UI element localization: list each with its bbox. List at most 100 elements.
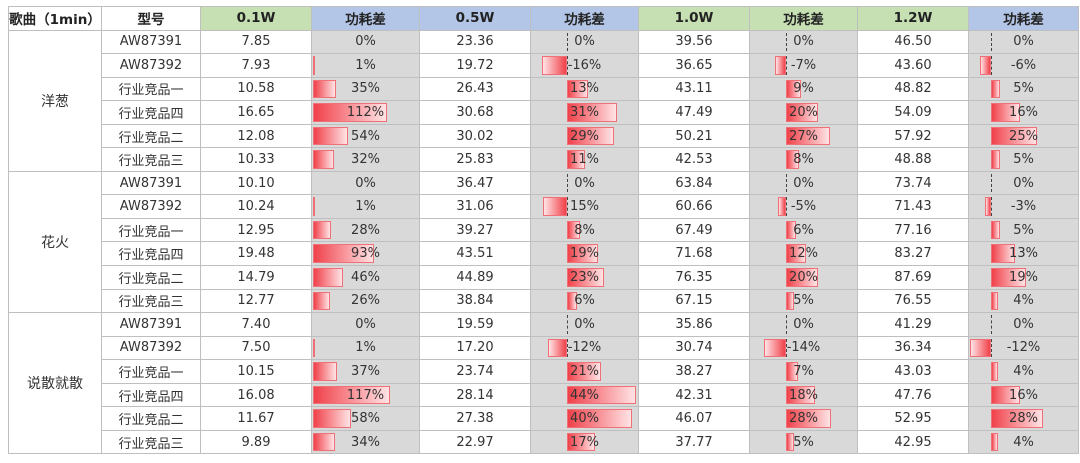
power-value: 42.31 [638, 382, 750, 408]
diff-percent: 117% [346, 387, 385, 403]
diff-percent: -3% [1010, 199, 1037, 215]
diff-percent: 4% [1013, 363, 1034, 379]
power-value: 52.95 [857, 406, 969, 431]
diff-axis-line [990, 338, 992, 358]
power-value: 41.29 [857, 312, 969, 337]
diff-bar [786, 291, 795, 311]
power-diff-cell: 19% [968, 265, 1079, 290]
diff-percent: 1% [355, 340, 376, 356]
header-diff-0.1w: 功耗差 [311, 6, 420, 31]
power-value: 17.20 [419, 335, 531, 361]
power-diff-cell: 28% [311, 217, 420, 243]
power-diff-cell: 29% [530, 123, 639, 149]
power-value: 28.14 [419, 382, 531, 408]
power-value: 12.08 [200, 123, 312, 149]
diff-percent: 31% [570, 104, 599, 120]
model-name: 行业竞品三 [101, 288, 201, 314]
power-value: 7.85 [200, 29, 312, 55]
power-value: 87.69 [857, 265, 969, 290]
diff-bar [312, 103, 387, 122]
power-value: 19.72 [419, 53, 531, 78]
diff-axis-line [990, 173, 992, 193]
diff-axis-line [786, 315, 788, 334]
power-value: 36.65 [638, 53, 750, 78]
diff-bar [312, 79, 336, 99]
diff-axis-line [786, 338, 788, 358]
diff-bar [786, 432, 795, 452]
table-row: AW87392 7.93 1% 19.72 -16% 36.65 -7% 43.60 -6% [9, 53, 1079, 78]
power-diff-cell: 32% [311, 147, 420, 172]
diff-bar [312, 197, 315, 216]
power-value: 27.38 [419, 406, 531, 431]
diff-percent: 0% [355, 34, 376, 50]
diff-bar [312, 220, 332, 240]
power-value: 10.33 [200, 147, 312, 172]
diff-percent: -12% [1006, 340, 1041, 356]
diff-percent: 7% [793, 363, 814, 379]
diff-percent: 20% [789, 269, 818, 285]
power-value: 67.15 [638, 288, 750, 314]
power-value: 54.09 [857, 100, 969, 125]
diff-bar [567, 79, 589, 99]
power-value: 10.58 [200, 76, 312, 102]
diff-bar [567, 432, 595, 452]
diff-percent: 8% [574, 222, 595, 238]
diff-bar [543, 197, 568, 216]
diff-bar [970, 338, 991, 358]
power-value: 35.86 [638, 312, 750, 337]
power-value: 14.79 [200, 265, 312, 290]
diff-percent: 18% [789, 387, 818, 403]
power-diff-cell: 34% [311, 429, 420, 455]
diff-percent: 1% [355, 57, 376, 73]
power-value: 7.93 [200, 53, 312, 78]
power-diff-cell: 0% [311, 312, 420, 337]
diff-percent: -7% [790, 57, 817, 73]
table-row: 行业竞品三 10.33 32% 25.83 11% 42.53 8% 48.88 5% [9, 147, 1079, 172]
power-diff-cell: 13% [968, 241, 1079, 267]
power-value: 7.50 [200, 335, 312, 361]
power-value: 9.89 [200, 429, 312, 455]
diff-axis-line [990, 56, 992, 75]
power-diff-cell: 13% [530, 76, 639, 102]
power-diff-cell: 21% [530, 359, 639, 384]
power-diff-cell: 54% [311, 123, 420, 149]
diff-percent: 0% [1013, 175, 1034, 191]
diff-bar [985, 197, 991, 216]
model-name: AW87391 [101, 312, 201, 337]
diff-bar [786, 103, 819, 122]
header-power-1.0w: 1.0W [638, 6, 750, 31]
model-name: 行业竞品二 [101, 123, 201, 149]
diff-percent: 0% [574, 175, 595, 191]
diff-percent: 1% [355, 199, 376, 215]
power-diff-cell: 0% [311, 170, 420, 196]
power-diff-cell: -3% [968, 194, 1079, 219]
diff-bar [541, 56, 568, 75]
power-diff-cell: -12% [968, 335, 1079, 361]
diff-bar [786, 150, 800, 169]
model-name: AW87391 [101, 170, 201, 196]
diff-bar [990, 103, 1021, 122]
diff-percent: 23% [570, 269, 599, 285]
table-row: 行业竞品一 12.95 28% 39.27 8% 67.49 6% 77.16 5% [9, 217, 1079, 243]
diff-bar [312, 432, 336, 452]
power-value: 36.47 [419, 170, 531, 196]
table-row: 说散就散 AW87391 7.40 0% 19.59 0% 35.86 0% 41.29 0% [8, 312, 1079, 455]
power-diff-cell: 31% [530, 100, 639, 125]
power-diff-cell: 0% [749, 29, 858, 55]
diff-percent: 5% [793, 434, 814, 450]
diff-percent: 25% [1009, 128, 1038, 144]
diff-percent: 4% [1013, 434, 1034, 450]
power-value: 43.60 [857, 53, 969, 78]
diff-percent: 28% [1009, 411, 1038, 427]
diff-axis-line [990, 197, 992, 216]
diff-bar [990, 126, 1038, 146]
power-value: 22.97 [419, 429, 531, 455]
power-value: 47.49 [638, 100, 750, 125]
power-diff-cell: 44% [530, 382, 639, 408]
diff-bar [567, 126, 614, 146]
power-diff-cell: 0% [968, 312, 1079, 337]
power-value: 19.59 [419, 312, 531, 337]
power-value: 25.83 [419, 147, 531, 172]
model-name: 行业竞品二 [101, 265, 201, 290]
header-row: 歌曲（1min） 型号 0.1W 功耗差 0.5W 功耗差 1.0W 功耗差 1… [8, 6, 1079, 31]
